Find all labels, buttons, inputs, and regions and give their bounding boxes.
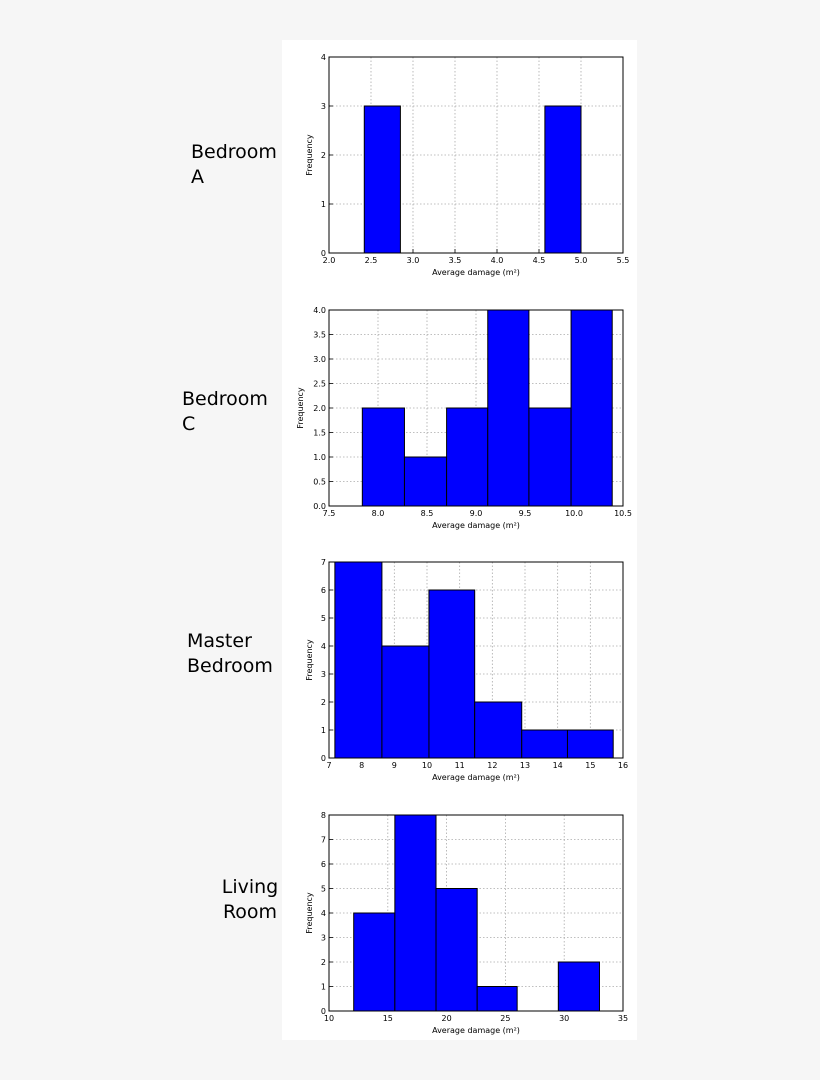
y-tick-label: 2 bbox=[321, 698, 326, 707]
bar bbox=[363, 105, 401, 254]
y-tick-label: 1 bbox=[321, 200, 326, 209]
bar bbox=[474, 701, 523, 759]
bar bbox=[544, 105, 582, 254]
bar bbox=[403, 456, 448, 507]
plot-frame bbox=[328, 561, 624, 759]
plot-frame bbox=[328, 309, 624, 507]
bar bbox=[528, 407, 572, 507]
x-tick-label: 13 bbox=[520, 761, 530, 770]
y-tick-label: 4.0 bbox=[313, 306, 326, 315]
x-tick-label: 2.0 bbox=[323, 256, 336, 265]
y-tick-label: 2.5 bbox=[313, 380, 326, 389]
x-tick-label: 15 bbox=[585, 761, 595, 770]
y-tick-label: 4 bbox=[321, 642, 326, 651]
y-tick-label: 6 bbox=[321, 860, 326, 869]
x-axis-label: Average damage (m²) bbox=[432, 521, 520, 530]
x-tick-label: 14 bbox=[553, 761, 563, 770]
y-tick-label: 8 bbox=[321, 811, 326, 820]
x-tick-label: 5.5 bbox=[617, 256, 630, 265]
x-tick-label: 3.5 bbox=[449, 256, 462, 265]
x-tick-label: 30 bbox=[559, 1014, 569, 1023]
x-tick-label: 11 bbox=[455, 761, 465, 770]
room-label: Bedroom C bbox=[182, 388, 268, 435]
y-tick-label: 2 bbox=[321, 958, 326, 967]
bar bbox=[381, 645, 430, 759]
room-label: Master Bedroom bbox=[187, 630, 273, 677]
x-tick-label: 10.0 bbox=[565, 509, 583, 518]
y-tick-label: 3 bbox=[321, 934, 326, 943]
bar bbox=[487, 309, 530, 507]
x-tick-label: 7.5 bbox=[323, 509, 336, 518]
x-tick-label: 3.0 bbox=[407, 256, 420, 265]
y-tick-label: 4 bbox=[321, 909, 326, 918]
x-tick-label: 25 bbox=[500, 1014, 510, 1023]
x-tick-label: 16 bbox=[618, 761, 628, 770]
y-tick-label: 1.5 bbox=[313, 429, 326, 438]
bar bbox=[435, 888, 478, 1012]
x-tick-label: 15 bbox=[383, 1014, 393, 1023]
room-label: Bedroom A bbox=[191, 141, 277, 188]
bar bbox=[570, 309, 613, 507]
bar bbox=[446, 407, 489, 507]
y-tick-label: 4 bbox=[321, 53, 326, 62]
x-tick-label: 35 bbox=[618, 1014, 628, 1023]
y-tick-label: 5 bbox=[321, 614, 326, 623]
x-tick-label: 2.5 bbox=[365, 256, 378, 265]
y-tick-label: 3.5 bbox=[313, 331, 326, 340]
room-label: Living Room bbox=[221, 876, 279, 923]
x-tick-label: 20 bbox=[442, 1014, 452, 1023]
x-tick-label: 4.5 bbox=[533, 256, 546, 265]
x-tick-label: 8.5 bbox=[421, 509, 434, 518]
y-tick-label: 1.0 bbox=[313, 453, 326, 462]
y-tick-label: 0 bbox=[321, 249, 326, 258]
y-tick-label: 3 bbox=[321, 102, 326, 111]
bar bbox=[394, 814, 437, 1012]
bar bbox=[361, 407, 405, 507]
bar bbox=[476, 986, 518, 1012]
x-tick-label: 10 bbox=[422, 761, 432, 770]
y-tick-label: 0 bbox=[321, 754, 326, 763]
x-tick-label: 10.5 bbox=[614, 509, 632, 518]
bar bbox=[566, 729, 614, 759]
y-tick-label: 1 bbox=[321, 983, 326, 992]
y-tick-label: 3 bbox=[321, 670, 326, 679]
x-tick-label: 5.0 bbox=[575, 256, 588, 265]
x-tick-label: 9.5 bbox=[519, 509, 532, 518]
x-tick-label: 9 bbox=[392, 761, 397, 770]
y-tick-label: 3.0 bbox=[313, 355, 326, 364]
y-tick-label: 6 bbox=[321, 586, 326, 595]
x-axis-label: Average damage (m²) bbox=[432, 773, 520, 782]
x-tick-label: 8.0 bbox=[372, 509, 385, 518]
y-axis-label: Frequency bbox=[296, 387, 305, 429]
bar bbox=[353, 912, 396, 1012]
y-tick-label: 1 bbox=[321, 726, 326, 735]
y-tick-label: 7 bbox=[321, 836, 326, 845]
y-tick-label: 2.0 bbox=[313, 404, 326, 413]
x-tick-label: 4.0 bbox=[491, 256, 504, 265]
y-tick-label: 0.5 bbox=[313, 478, 326, 487]
x-tick-label: 8 bbox=[359, 761, 364, 770]
y-axis-label: Frequency bbox=[305, 134, 314, 176]
x-tick-label: 7 bbox=[326, 761, 331, 770]
x-tick-label: 12 bbox=[487, 761, 497, 770]
y-tick-label: 0.0 bbox=[313, 502, 326, 511]
y-axis-label: Frequency bbox=[305, 892, 314, 934]
y-tick-label: 5 bbox=[321, 885, 326, 894]
plot-frame bbox=[328, 56, 624, 254]
y-tick-label: 7 bbox=[321, 558, 326, 567]
bar bbox=[557, 961, 600, 1012]
plot-frame bbox=[328, 814, 624, 1012]
x-tick-label: 9.0 bbox=[470, 509, 483, 518]
y-tick-label: 2 bbox=[321, 151, 326, 160]
x-tick-label: 10 bbox=[324, 1014, 334, 1023]
y-axis-label: Frequency bbox=[305, 639, 314, 681]
bar bbox=[428, 589, 476, 759]
x-axis-label: Average damage (m²) bbox=[432, 1026, 520, 1035]
y-tick-label: 0 bbox=[321, 1007, 326, 1016]
x-axis-label: Average damage (m²) bbox=[432, 268, 520, 277]
bar bbox=[521, 729, 568, 759]
bar bbox=[334, 561, 383, 759]
